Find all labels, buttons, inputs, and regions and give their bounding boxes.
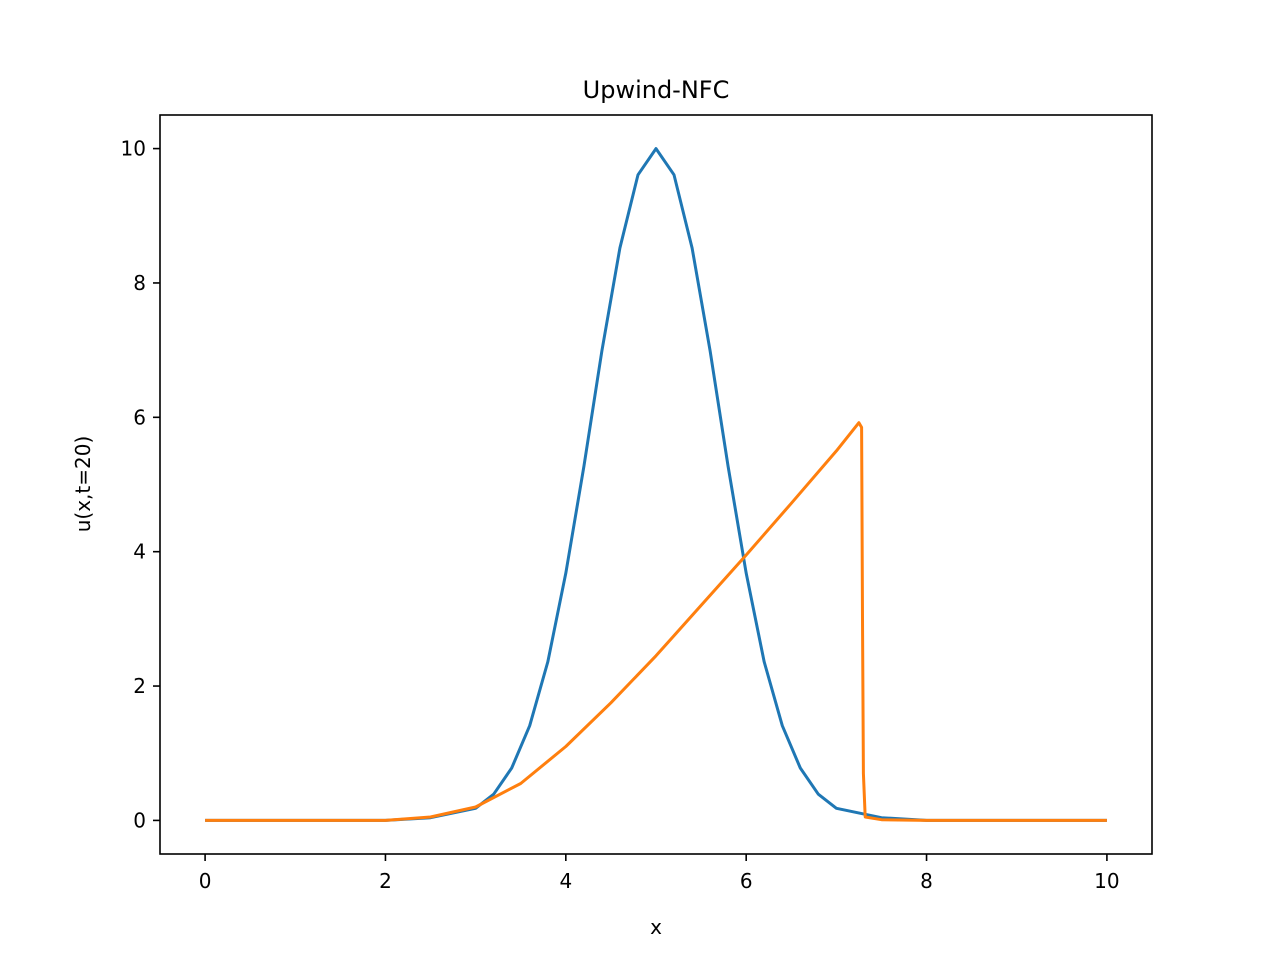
x-tick-label: 6: [740, 869, 753, 893]
series-line-1: [205, 147, 1107, 822]
y-tick-label: 4: [133, 540, 146, 564]
y-tick-label: 10: [121, 137, 146, 161]
y-tick-label: 8: [133, 271, 146, 295]
plot-frame: [159, 114, 1153, 855]
y-tick-label: 2: [133, 674, 146, 698]
x-axis-label: x: [650, 915, 662, 939]
x-tick-label: 8: [920, 869, 933, 893]
y-axis-label: u(x,t=20): [71, 436, 95, 533]
x-tick-label: 10: [1094, 869, 1119, 893]
x-tick-label: 4: [559, 869, 572, 893]
y-tick-label: 0: [133, 808, 146, 832]
x-axis-ticks: 0 2 4 6 8 10: [199, 854, 1120, 893]
chart-title: Upwind-NFC: [583, 76, 730, 104]
x-tick-label: 2: [379, 869, 392, 893]
x-tick-label: 0: [199, 869, 212, 893]
y-tick-label: 6: [133, 405, 146, 429]
series-layer: [205, 147, 1107, 822]
y-axis-ticks: 0 2 4 6 8 10: [121, 137, 160, 832]
series-line-2: [205, 421, 1107, 822]
